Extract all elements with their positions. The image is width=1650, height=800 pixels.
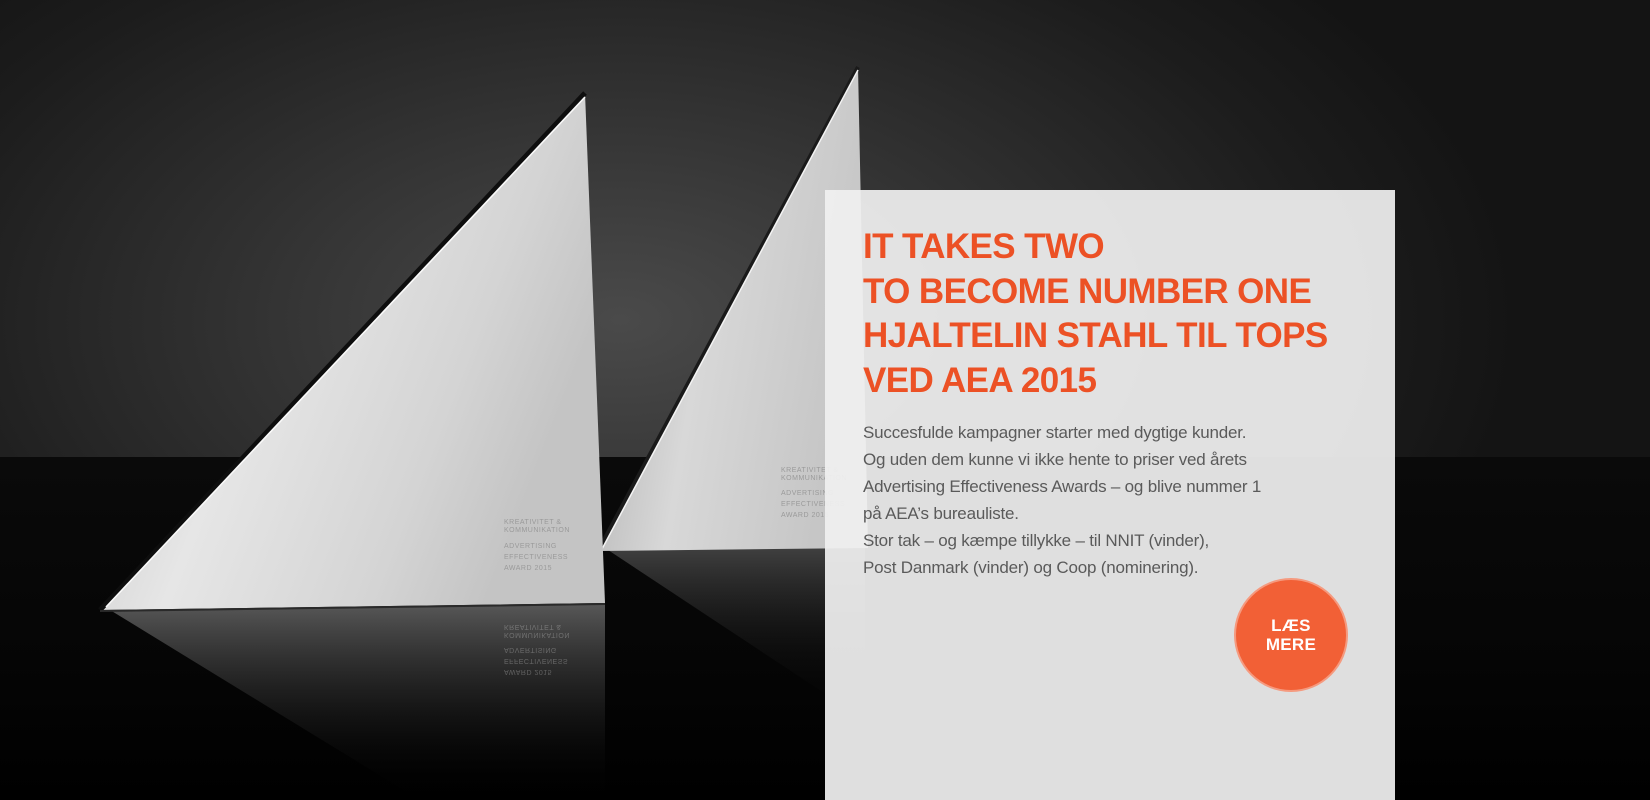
body-line: Post Danmark (vinder) og Coop (nominerin… bbox=[863, 558, 1199, 577]
body-line: på AEA’s bureauliste. bbox=[863, 504, 1019, 523]
read-more-label-line2: MERE bbox=[1265, 635, 1317, 654]
body-line: Advertising Effectiveness Awards – og bl… bbox=[863, 477, 1262, 496]
headline: IT TAKES TWO TO BECOME NUMBER ONE HJALTE… bbox=[863, 225, 1357, 403]
engraving-reflection: AWARD 2015 EFFECTIVENESS ADVERTISING KOM… bbox=[504, 623, 570, 675]
body-line: Og uden dem kunne vi ikke hente to prise… bbox=[863, 450, 1247, 469]
engraving-line: EFFECTIVENESS bbox=[781, 501, 845, 508]
front-trophy-reflection bbox=[110, 604, 605, 800]
body-text: Succesfulde kampagner starter med dygtig… bbox=[863, 419, 1357, 581]
engraving-reflection-line: KOMMUNIKATION bbox=[504, 631, 570, 638]
headline-line: VED AEA 2015 bbox=[863, 360, 1097, 400]
engraving-reflection-line: KREATIVITET & bbox=[504, 623, 562, 630]
engraving-line: KOMMUNIKATION bbox=[504, 527, 570, 534]
headline-line: IT TAKES TWO bbox=[863, 227, 1105, 266]
body-line: Succesfulde kampagner starter med dygtig… bbox=[863, 423, 1247, 442]
engraving-line: ADVERTISING bbox=[504, 543, 557, 550]
body-line: Stor tak – og kæmpe tillykke – til NNIT … bbox=[863, 531, 1210, 550]
engraving-line: EFFECTIVENESS bbox=[504, 554, 568, 561]
read-more-button[interactable]: LÆS MERE bbox=[1236, 580, 1346, 690]
engraving-reflection-line: ADVERTISING bbox=[504, 646, 557, 653]
news-card: IT TAKES TWO TO BECOME NUMBER ONE HJALTE… bbox=[825, 190, 1395, 800]
engraving-line: KREATIVITET & bbox=[504, 519, 562, 526]
engraving-line: KREATIVITET & bbox=[781, 467, 839, 474]
engraving-reflection-line: EFFECTIVENESS bbox=[504, 657, 568, 664]
engraving-reflection-line: AWARD 2015 bbox=[504, 668, 552, 675]
engraving-line: KOMMUNIKATION bbox=[781, 475, 847, 482]
engraving-line: AWARD 2015 bbox=[504, 565, 552, 572]
back-trophy-reflection bbox=[605, 544, 865, 720]
headline-line: TO BECOME NUMBER ONE bbox=[863, 271, 1312, 311]
engraving-line: AWARD 2015 bbox=[781, 512, 829, 519]
read-more-label: LÆS MERE bbox=[1266, 616, 1316, 654]
headline-line: HJALTELIN STAHL TIL TOPS bbox=[863, 316, 1328, 355]
front-trophy bbox=[100, 93, 605, 610]
engraving-line: ADVERTISING bbox=[781, 490, 834, 497]
read-more-label-line1: LÆS bbox=[1271, 616, 1311, 635]
